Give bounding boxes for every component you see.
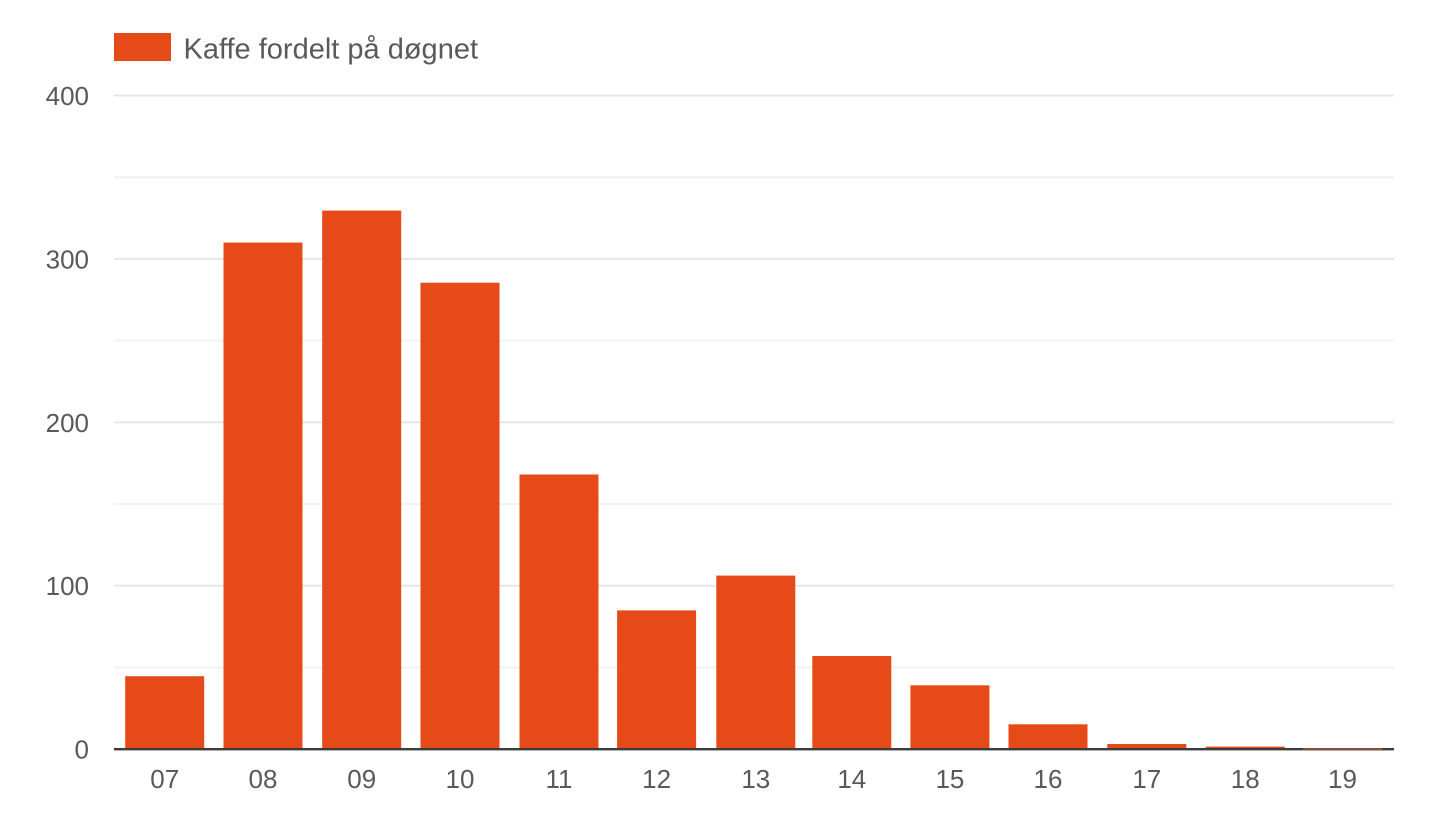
svg-text:11: 11 <box>546 764 573 794</box>
svg-text:400: 400 <box>46 81 89 111</box>
svg-text:10: 10 <box>446 764 475 794</box>
svg-text:16: 16 <box>1034 764 1063 794</box>
svg-text:100: 100 <box>46 571 89 601</box>
svg-text:14: 14 <box>837 764 866 794</box>
svg-text:Kaffe fordelt på døgnet: Kaffe fordelt på døgnet <box>184 34 479 66</box>
svg-text:15: 15 <box>935 764 964 794</box>
svg-text:13: 13 <box>741 764 770 794</box>
svg-text:19: 19 <box>1328 764 1357 794</box>
svg-text:12: 12 <box>642 764 671 794</box>
svg-text:200: 200 <box>46 408 89 438</box>
svg-text:300: 300 <box>46 244 89 274</box>
svg-text:08: 08 <box>249 764 278 794</box>
svg-text:0: 0 <box>75 735 89 765</box>
svg-text:09: 09 <box>347 764 376 794</box>
svg-text:07: 07 <box>150 764 179 794</box>
svg-text:18: 18 <box>1231 764 1260 794</box>
svg-text:17: 17 <box>1132 764 1161 794</box>
